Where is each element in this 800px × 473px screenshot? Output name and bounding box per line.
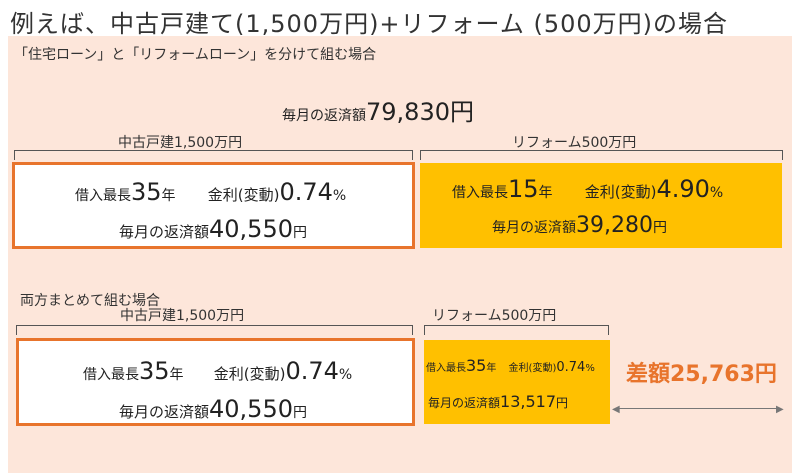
combined-home-bracket-label: 中古戸建1,500万円 — [120, 308, 245, 324]
payment-value: 40,550 — [209, 215, 293, 243]
combined-subtitle: 両方まとめて組む場合 — [20, 293, 160, 309]
rate-label: 金利(変動) — [508, 363, 557, 374]
combined-home-payment: 毎月の返済額40,550円 — [119, 395, 307, 423]
term-unit: 年 — [161, 188, 176, 204]
combined-home-box: 借入最長35年 金利(変動)0.74% 毎月の返済額40,550円 — [16, 338, 415, 426]
payment-value: 40,550 — [209, 395, 293, 423]
payment-label: 毎月の返済額 — [119, 403, 210, 421]
term-label: 借入最長 — [83, 367, 139, 383]
rate-unit: % — [709, 185, 724, 201]
term-value: 15 — [508, 175, 539, 203]
rate-unit: % — [338, 367, 353, 383]
page-title: 例えば、中古戸建て(1,500万円)+リフォーム (500万円)の場合 — [10, 10, 728, 38]
combined-reform-terms: 借入最長35年 金利(変動)0.74% — [426, 356, 595, 375]
total-value: 79,830円 — [366, 98, 474, 126]
separate-home-bracket-left — [14, 150, 15, 160]
term-value: 35 — [139, 357, 170, 385]
separate-home-bracket-line — [14, 150, 412, 151]
separate-total: 毎月の返済額79,830円 — [282, 92, 474, 127]
difference-amount: 差額25,763円 — [626, 362, 777, 387]
separate-reform-payment: 毎月の返済額39,280円 — [492, 213, 667, 238]
combined-reform-box: 借入最長35年 金利(変動)0.74% 毎月の返済額13,517円 — [424, 340, 610, 424]
combined-reform-bracket-line — [424, 325, 608, 326]
payment-unit: 円 — [556, 396, 569, 410]
separate-home-payment: 毎月の返済額40,550円 — [119, 215, 307, 243]
term-unit: 年 — [538, 185, 553, 201]
rate-value: 4.90 — [656, 175, 710, 203]
payment-unit: 円 — [293, 405, 307, 421]
separate-reform-box: 借入最長15年 金利(変動)4.90% 毎月の返済額39,280円 — [420, 163, 782, 248]
combined-home-bracket-right — [412, 325, 413, 335]
combined-reform-payment: 毎月の返済額13,517円 — [428, 392, 568, 411]
rate-label: 金利(変動) — [207, 186, 280, 204]
rate-unit: % — [585, 363, 595, 374]
separate-reform-bracket-right — [782, 150, 783, 160]
combined-home-bracket-left — [16, 325, 17, 335]
payment-label: 毎月の返済額 — [119, 223, 210, 241]
separate-home-bracket-right — [412, 150, 413, 160]
rate-label: 金利(変動) — [584, 183, 657, 201]
term-label: 借入最長 — [452, 185, 508, 201]
rate-unit: % — [332, 188, 347, 204]
arrow-right-icon: ▶ — [776, 404, 784, 415]
combined-home-terms: 借入最長35年 金利(変動)0.74% — [83, 357, 352, 385]
separate-reform-bracket-label: リフォーム500万円 — [512, 135, 637, 151]
combined-reform-bracket-left — [424, 325, 425, 335]
separate-home-box: 借入最長35年 金利(変動)0.74% 毎月の返済額40,550円 — [12, 162, 415, 249]
separate-reform-bracket-left — [420, 150, 421, 160]
rate-label: 金利(変動) — [213, 365, 286, 383]
payment-unit: 円 — [652, 220, 667, 236]
rate-value: 0.74 — [279, 178, 333, 206]
arrow-left-icon: ◀ — [612, 404, 620, 415]
term-unit: 年 — [486, 363, 497, 374]
separate-home-terms: 借入最長35年 金利(変動)0.74% — [75, 178, 346, 206]
separate-reform-bracket-line — [420, 150, 782, 151]
payment-label: 毎月の返済額 — [428, 396, 501, 410]
combined-reform-bracket-label: リフォーム500万円 — [432, 308, 557, 324]
payment-value: 39,280 — [576, 213, 653, 238]
difference-arrow-line — [616, 408, 780, 409]
total-label: 毎月の返済額 — [282, 108, 366, 124]
term-value: 35 — [466, 356, 487, 375]
rate-value: 0.74 — [556, 360, 586, 375]
term-unit: 年 — [169, 367, 184, 383]
rate-value: 0.74 — [285, 357, 339, 385]
term-label: 借入最長 — [75, 188, 131, 204]
term-value: 35 — [131, 178, 162, 206]
separate-home-bracket-label: 中古戸建1,500万円 — [118, 135, 243, 151]
payment-value: 13,517 — [500, 392, 556, 411]
combined-home-bracket-line — [16, 325, 412, 326]
term-label: 借入最長 — [426, 363, 466, 374]
payment-label: 毎月の返済額 — [492, 220, 576, 236]
separate-reform-terms: 借入最長15年 金利(変動)4.90% — [452, 175, 723, 203]
payment-unit: 円 — [293, 225, 307, 241]
separate-subtitle: 「住宅ローン」と「リフォームローン」を分けて組む場合 — [14, 47, 377, 63]
combined-reform-bracket-right — [608, 325, 609, 335]
